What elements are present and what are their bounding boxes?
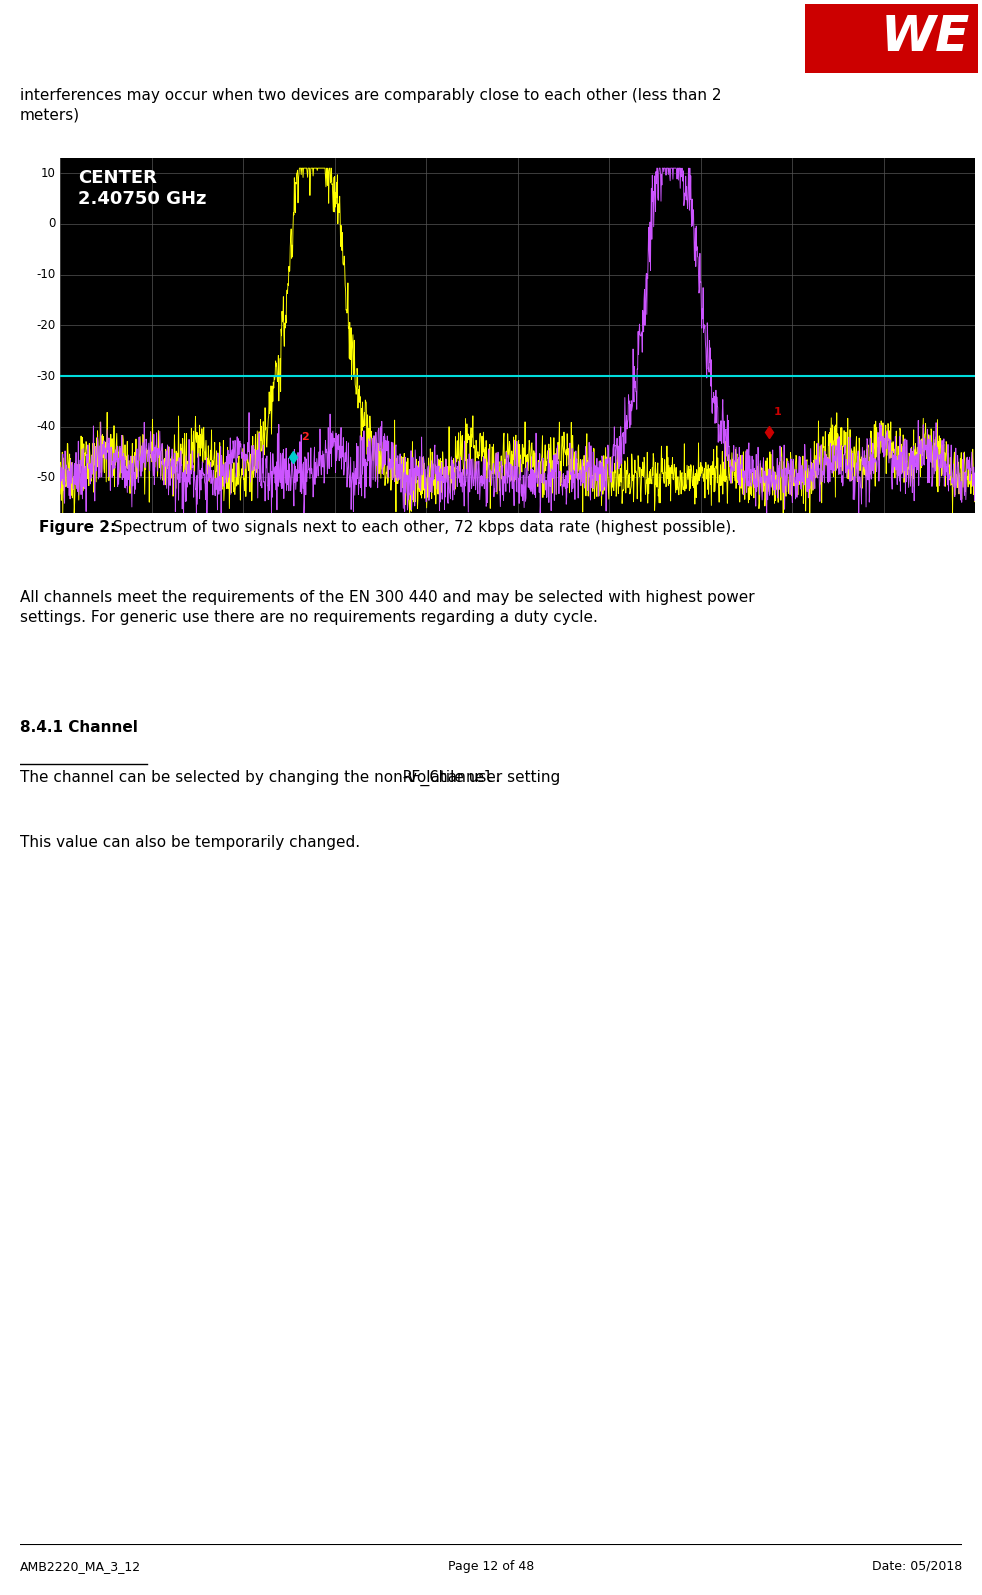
Text: -20: -20	[36, 319, 56, 332]
Text: All channels meet the requirements of the EN 300 440 and may be selected with hi: All channels meet the requirements of th…	[20, 590, 754, 625]
Text: Spectrum of two signals next to each other, 72 kbps data rate (highest possible): Spectrum of two signals next to each oth…	[108, 520, 736, 534]
Text: Date: 05/2018: Date: 05/2018	[872, 1560, 962, 1573]
Text: 2: 2	[300, 432, 308, 442]
Text: This value can also be temporarily changed.: This value can also be temporarily chang…	[20, 834, 359, 850]
Text: WE: WE	[881, 13, 970, 61]
Text: 10: 10	[40, 167, 56, 180]
Text: CENTER
2.40750 GHz: CENTER 2.40750 GHz	[79, 169, 207, 209]
Text: The channel can be selected by changing the non-volatile user setting: The channel can be selected by changing …	[20, 770, 565, 785]
Text: interferences may occur when two devices are comparably close to each other (les: interferences may occur when two devices…	[20, 88, 721, 123]
Text: 1: 1	[774, 407, 782, 416]
FancyBboxPatch shape	[805, 3, 978, 73]
Text: Figure 2:: Figure 2:	[39, 520, 117, 534]
Text: -40: -40	[36, 421, 56, 434]
Text: -50: -50	[36, 471, 56, 483]
Text: 0: 0	[48, 217, 56, 230]
Text: Page 12 of 48: Page 12 of 48	[448, 1560, 534, 1573]
Text: AMB2220_MA_3_12: AMB2220_MA_3_12	[20, 1560, 140, 1573]
Text: -30: -30	[36, 370, 56, 383]
Text: -10: -10	[36, 268, 56, 281]
Text: 8.4.1 Channel: 8.4.1 Channel	[20, 719, 137, 735]
Text: RF_Channel.: RF_Channel.	[403, 770, 503, 786]
